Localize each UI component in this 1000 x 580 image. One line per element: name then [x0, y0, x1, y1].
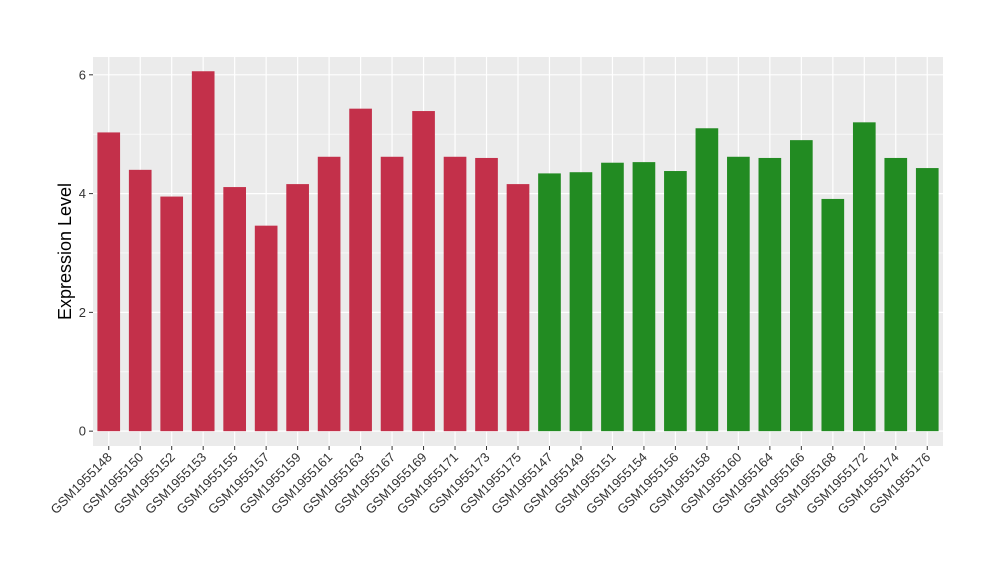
bar: [317, 156, 341, 432]
bar: [727, 156, 750, 432]
bar: [223, 187, 246, 432]
y-tick-label: 2: [79, 305, 86, 320]
bar: [475, 157, 498, 432]
y-axis: 0 2 4 6: [79, 67, 93, 439]
x-axis: GSM1955148GSM1955150GSM1955152GSM1955153…: [48, 446, 933, 517]
bar: [821, 198, 845, 432]
bar: [915, 168, 939, 432]
bar: [443, 156, 467, 432]
bar: [349, 108, 372, 432]
bar: [601, 162, 624, 432]
bar: [758, 157, 782, 432]
bar: [97, 132, 121, 432]
bar: [254, 225, 278, 432]
y-tick-label: 4: [79, 186, 86, 201]
bar: [852, 122, 876, 432]
y-tick-label: 0: [79, 424, 86, 439]
bar: [160, 196, 184, 432]
bar: [884, 157, 908, 432]
bar: [380, 156, 404, 432]
bar: [286, 184, 309, 432]
bar: [664, 171, 687, 432]
bar: [128, 169, 152, 432]
bar: [695, 128, 719, 432]
y-tick-label: 6: [79, 67, 86, 82]
y-axis-title: Expression Level: [55, 183, 75, 320]
bar: [538, 173, 561, 432]
bar: [191, 71, 215, 432]
bar: [632, 162, 656, 432]
bar: [790, 140, 813, 432]
bars: [97, 71, 939, 432]
bar: [412, 111, 435, 432]
bar: [569, 172, 593, 432]
bar: [506, 184, 530, 432]
